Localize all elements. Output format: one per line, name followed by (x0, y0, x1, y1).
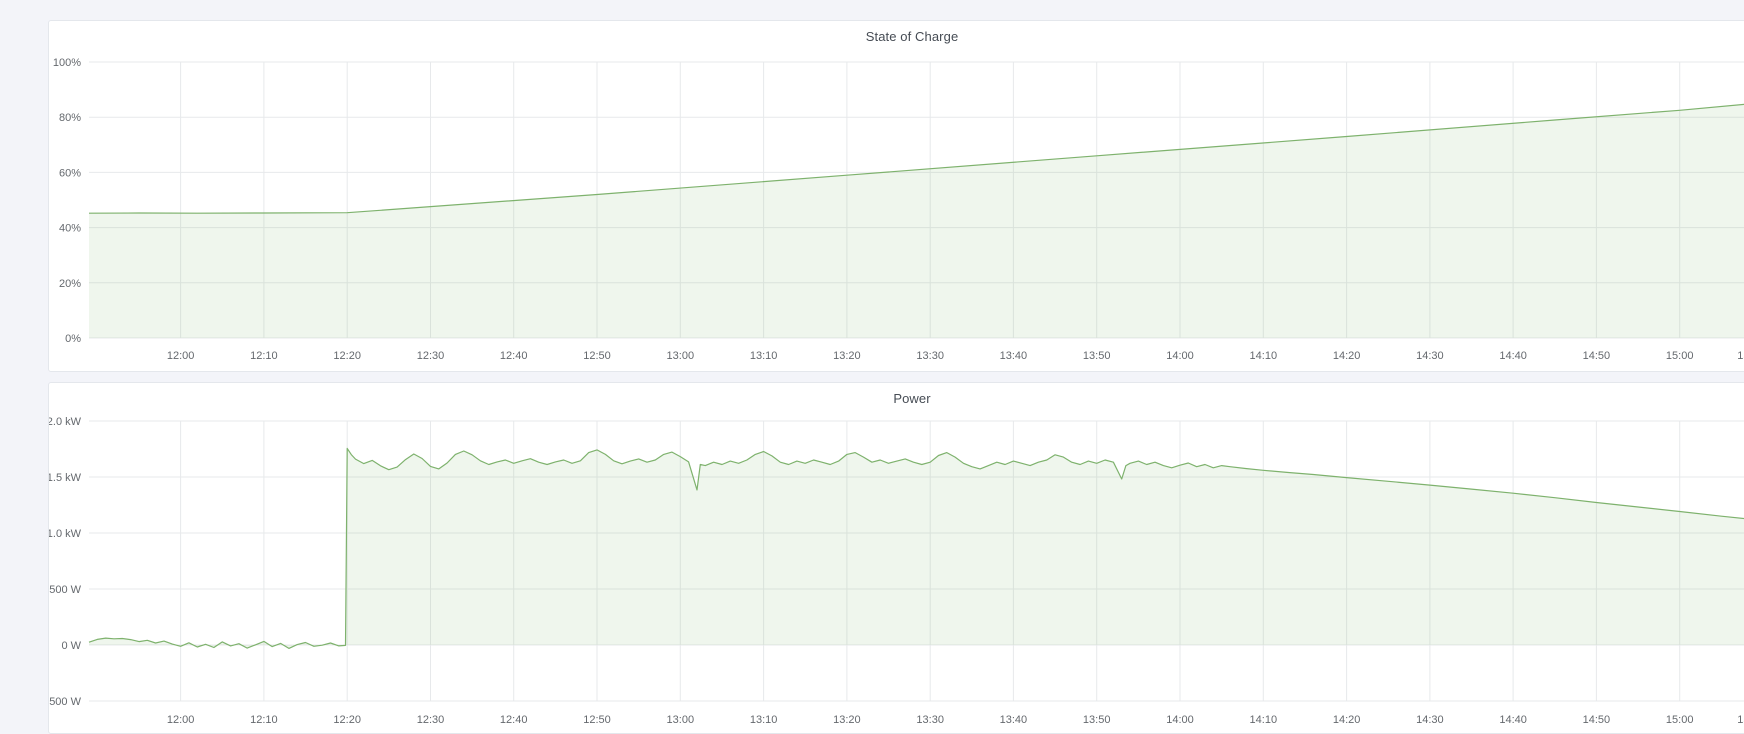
x-tick-label: 12:50 (583, 350, 611, 362)
x-tick-label: 13:50 (1083, 350, 1111, 362)
series-line (88, 103, 1744, 214)
x-tick-label: 13:40 (1000, 714, 1028, 726)
grid-lines (89, 61, 1744, 339)
axis-labels: 0% 20% 40% 60% 80% 100% 12:00 12:10 12:20 12:30 12… (53, 57, 1744, 362)
y-tick-label: 0 W (61, 640, 81, 652)
state-of-charge-panel: State of Charge 0% 20% 40% 60% 80% 100% 12:00 1… (48, 20, 1744, 372)
y-tick-label: 20% (59, 278, 81, 290)
x-tick-label: 12:40 (500, 714, 528, 726)
power-chart[interactable]: -500 W 0 W 500 W 1.0 kW 1.5 kW 2.0 kW 12:00 12:… (49, 383, 1744, 733)
x-tick-label: 14:50 (1583, 714, 1611, 726)
x-tick-label: 12:20 (333, 350, 361, 362)
x-tick-label: 12:20 (333, 714, 361, 726)
x-tick-label: 14:50 (1583, 350, 1611, 362)
x-tick-label: 15:00 (1666, 350, 1694, 362)
x-tick-label: 13:40 (1000, 350, 1028, 362)
y-tick-label: 80% (59, 112, 81, 124)
series-line (88, 447, 1744, 649)
y-tick-label: -500 W (49, 696, 82, 708)
series-fill (89, 448, 1744, 649)
x-tick-label: 15:10 (1737, 714, 1744, 726)
x-tick-label: 14:10 (1250, 350, 1278, 362)
chart-svg: 0% 20% 40% 60% 80% 100% 12:00 12:10 12:20 12:30 12… (53, 57, 1744, 362)
x-tick-label: 12:00 (167, 714, 195, 726)
x-tick-label: 12:10 (250, 714, 278, 726)
y-tick-label: 0% (65, 333, 81, 345)
x-tick-label: 12:30 (417, 350, 445, 362)
power-panel-title[interactable]: Power (893, 391, 931, 406)
y-tick-label: 1.5 kW (49, 472, 82, 484)
x-tick-label: 13:20 (833, 350, 861, 362)
x-tick-label: 14:20 (1333, 714, 1361, 726)
y-tick-label: 1.0 kW (49, 528, 82, 540)
y-tick-label: 60% (59, 167, 81, 179)
x-tick-label: 14:40 (1499, 350, 1527, 362)
y-tick-label: 500 W (49, 584, 81, 596)
x-tick-label: 12:30 (417, 714, 445, 726)
series-group (88, 103, 1744, 338)
state-of-charge-panel-title[interactable]: State of Charge (865, 29, 959, 44)
series-group (88, 447, 1744, 649)
y-tick-label: 2.0 kW (49, 416, 82, 428)
x-tick-label: 14:30 (1416, 350, 1444, 362)
y-tick-label: 100% (53, 57, 81, 69)
grid-lines (89, 420, 1744, 702)
series-fill (89, 104, 1744, 338)
x-tick-label: 15:10 (1737, 350, 1744, 362)
x-tick-label: 14:40 (1499, 714, 1527, 726)
x-tick-label: 14:30 (1416, 714, 1444, 726)
x-tick-label: 13:00 (667, 350, 695, 362)
x-tick-label: 13:10 (750, 350, 778, 362)
x-tick-label: 12:10 (250, 350, 278, 362)
x-tick-label: 13:50 (1083, 714, 1111, 726)
state-of-charge-chart[interactable]: 0% 20% 40% 60% 80% 100% 12:00 12:10 12:20 12:30 12… (49, 21, 1744, 371)
x-tick-label: 13:20 (833, 714, 861, 726)
x-tick-label: 14:10 (1250, 714, 1278, 726)
x-tick-label: 13:30 (916, 714, 944, 726)
x-tick-label: 13:30 (916, 350, 944, 362)
x-tick-label: 15:00 (1666, 714, 1694, 726)
x-tick-label: 13:00 (667, 714, 695, 726)
chart-svg: -500 W 0 W 500 W 1.0 kW 1.5 kW 2.0 kW 12:00 12:… (49, 416, 1744, 726)
x-tick-label: 12:40 (500, 350, 528, 362)
y-tick-label: 40% (59, 223, 81, 235)
x-tick-label: 14:20 (1333, 350, 1361, 362)
x-tick-label: 13:10 (750, 714, 778, 726)
x-tick-label: 14:00 (1166, 350, 1194, 362)
x-tick-label: 12:00 (167, 350, 195, 362)
power-panel: Power -500 W 0 W 500 W 1.0 kW 1.5 kW 2.0 kW 12… (48, 382, 1744, 734)
x-tick-label: 12:50 (583, 714, 611, 726)
x-tick-label: 14:00 (1166, 714, 1194, 726)
